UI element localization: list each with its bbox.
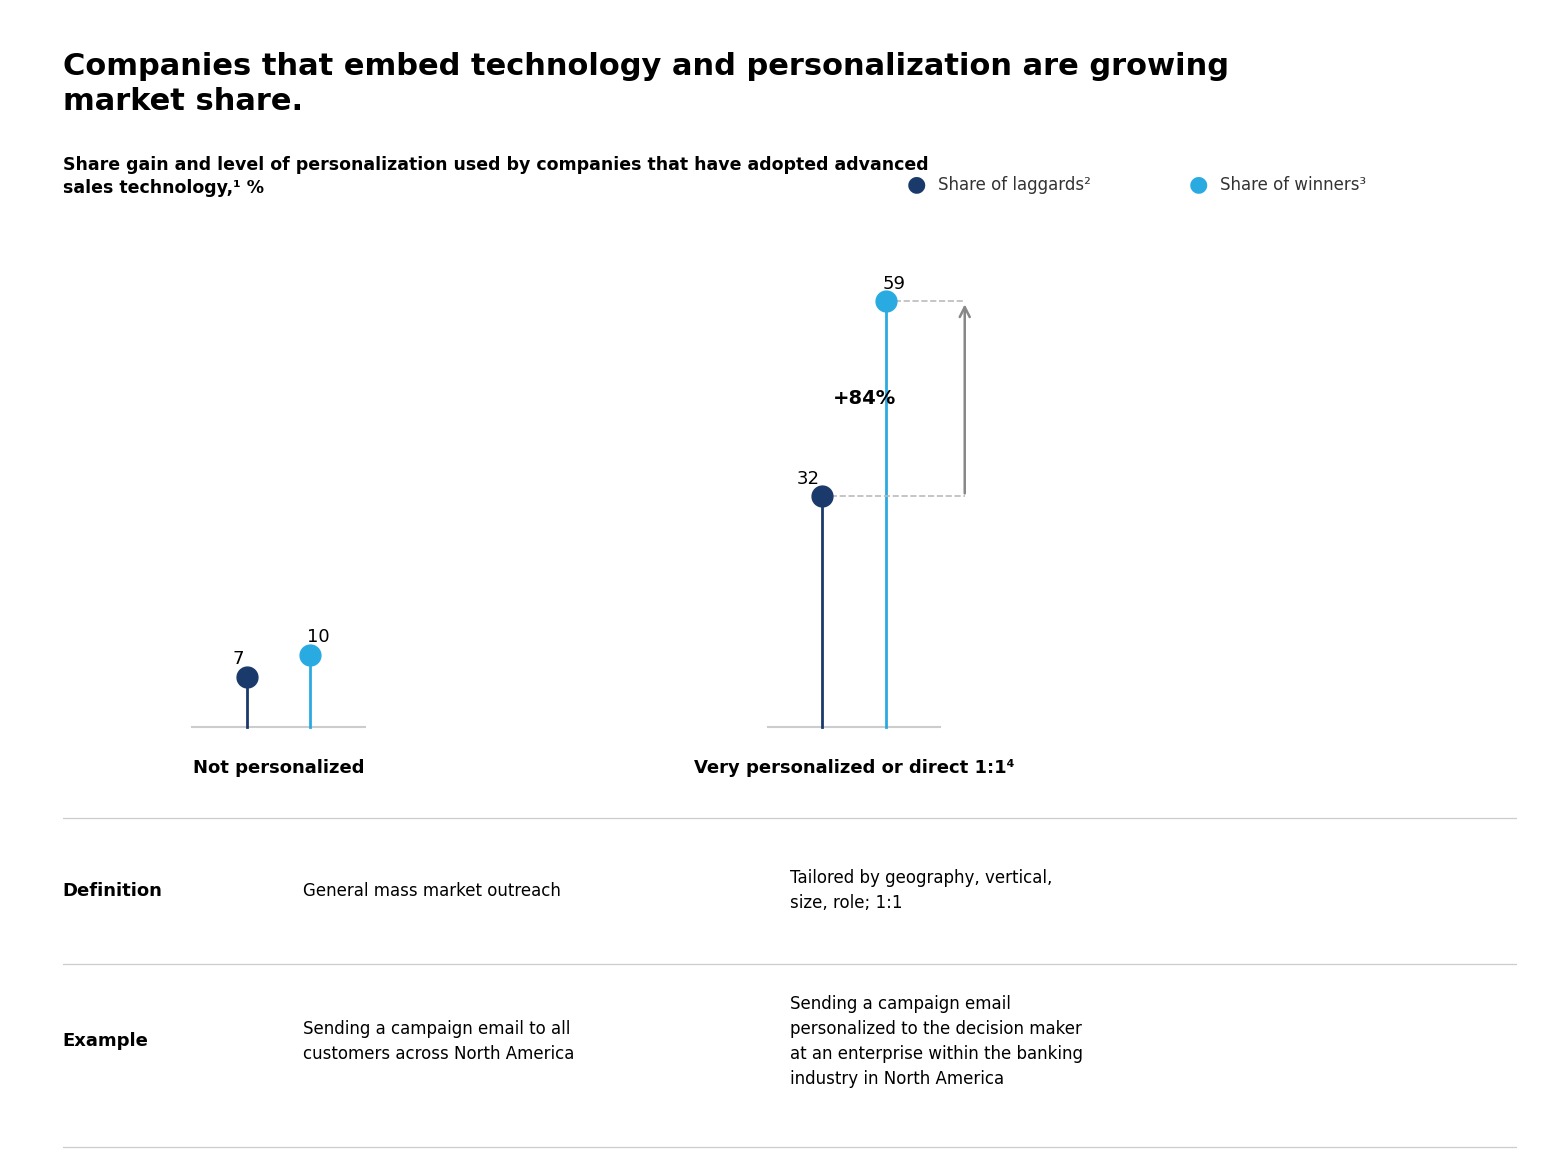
Text: Sending a campaign email
personalized to the decision maker
at an enterprise wit: Sending a campaign email personalized to… — [790, 995, 1082, 1088]
Text: +84%: +84% — [832, 389, 896, 409]
Text: General mass market outreach: General mass market outreach — [302, 882, 560, 900]
Text: Sending a campaign email to all
customers across North America: Sending a campaign email to all customer… — [302, 1020, 574, 1063]
Text: Very personalized or direct 1:1⁴: Very personalized or direct 1:1⁴ — [694, 759, 1013, 778]
Text: Share of winners³: Share of winners³ — [1220, 175, 1365, 194]
Text: 7: 7 — [233, 650, 244, 668]
Text: Example: Example — [63, 1033, 149, 1050]
Text: Share gain and level of personalization used by companies that have adopted adva: Share gain and level of personalization … — [63, 156, 927, 197]
Text: Not personalized: Not personalized — [192, 759, 364, 778]
Text: 10: 10 — [308, 628, 330, 646]
Text: ●: ● — [907, 174, 926, 195]
Text: 32: 32 — [796, 470, 820, 487]
Text: ●: ● — [1189, 174, 1207, 195]
Text: Share of laggards²: Share of laggards² — [938, 175, 1092, 194]
Text: Tailored by geography, vertical,
size, role; 1:1: Tailored by geography, vertical, size, r… — [790, 869, 1053, 913]
Text: Definition: Definition — [63, 882, 163, 900]
Text: 59: 59 — [882, 275, 906, 293]
Text: Companies that embed technology and personalization are growing
market share.: Companies that embed technology and pers… — [63, 52, 1229, 115]
